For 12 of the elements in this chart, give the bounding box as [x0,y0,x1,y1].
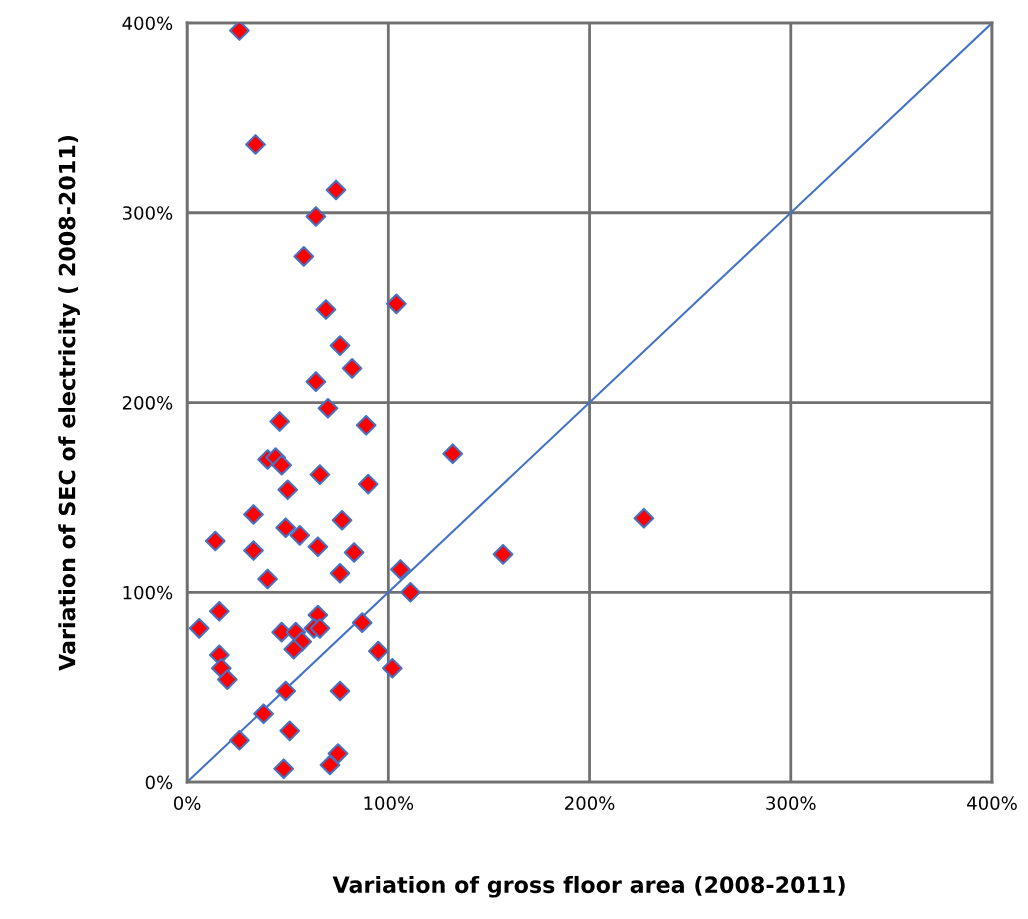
x-tick-label: 100% [364,796,414,810]
y-tick-label: 400% [122,16,173,31]
x-tick-label: 300% [766,796,816,810]
y-tick-label: 300% [122,206,173,220]
x-tick-label: 400% [967,796,1017,810]
x-tick-label: 200% [565,796,615,810]
y-tick-label: 200% [122,395,173,410]
x-tick-label: 0% [173,796,201,810]
y-axis-title: Variation of SEC of electricity ( 2008-2011) [58,135,80,671]
y-tick-label: 0% [145,775,173,790]
y-tick-label: 100% [123,585,173,600]
x-axis-title: Variation of gross floor area (2008-2011) [332,875,845,898]
